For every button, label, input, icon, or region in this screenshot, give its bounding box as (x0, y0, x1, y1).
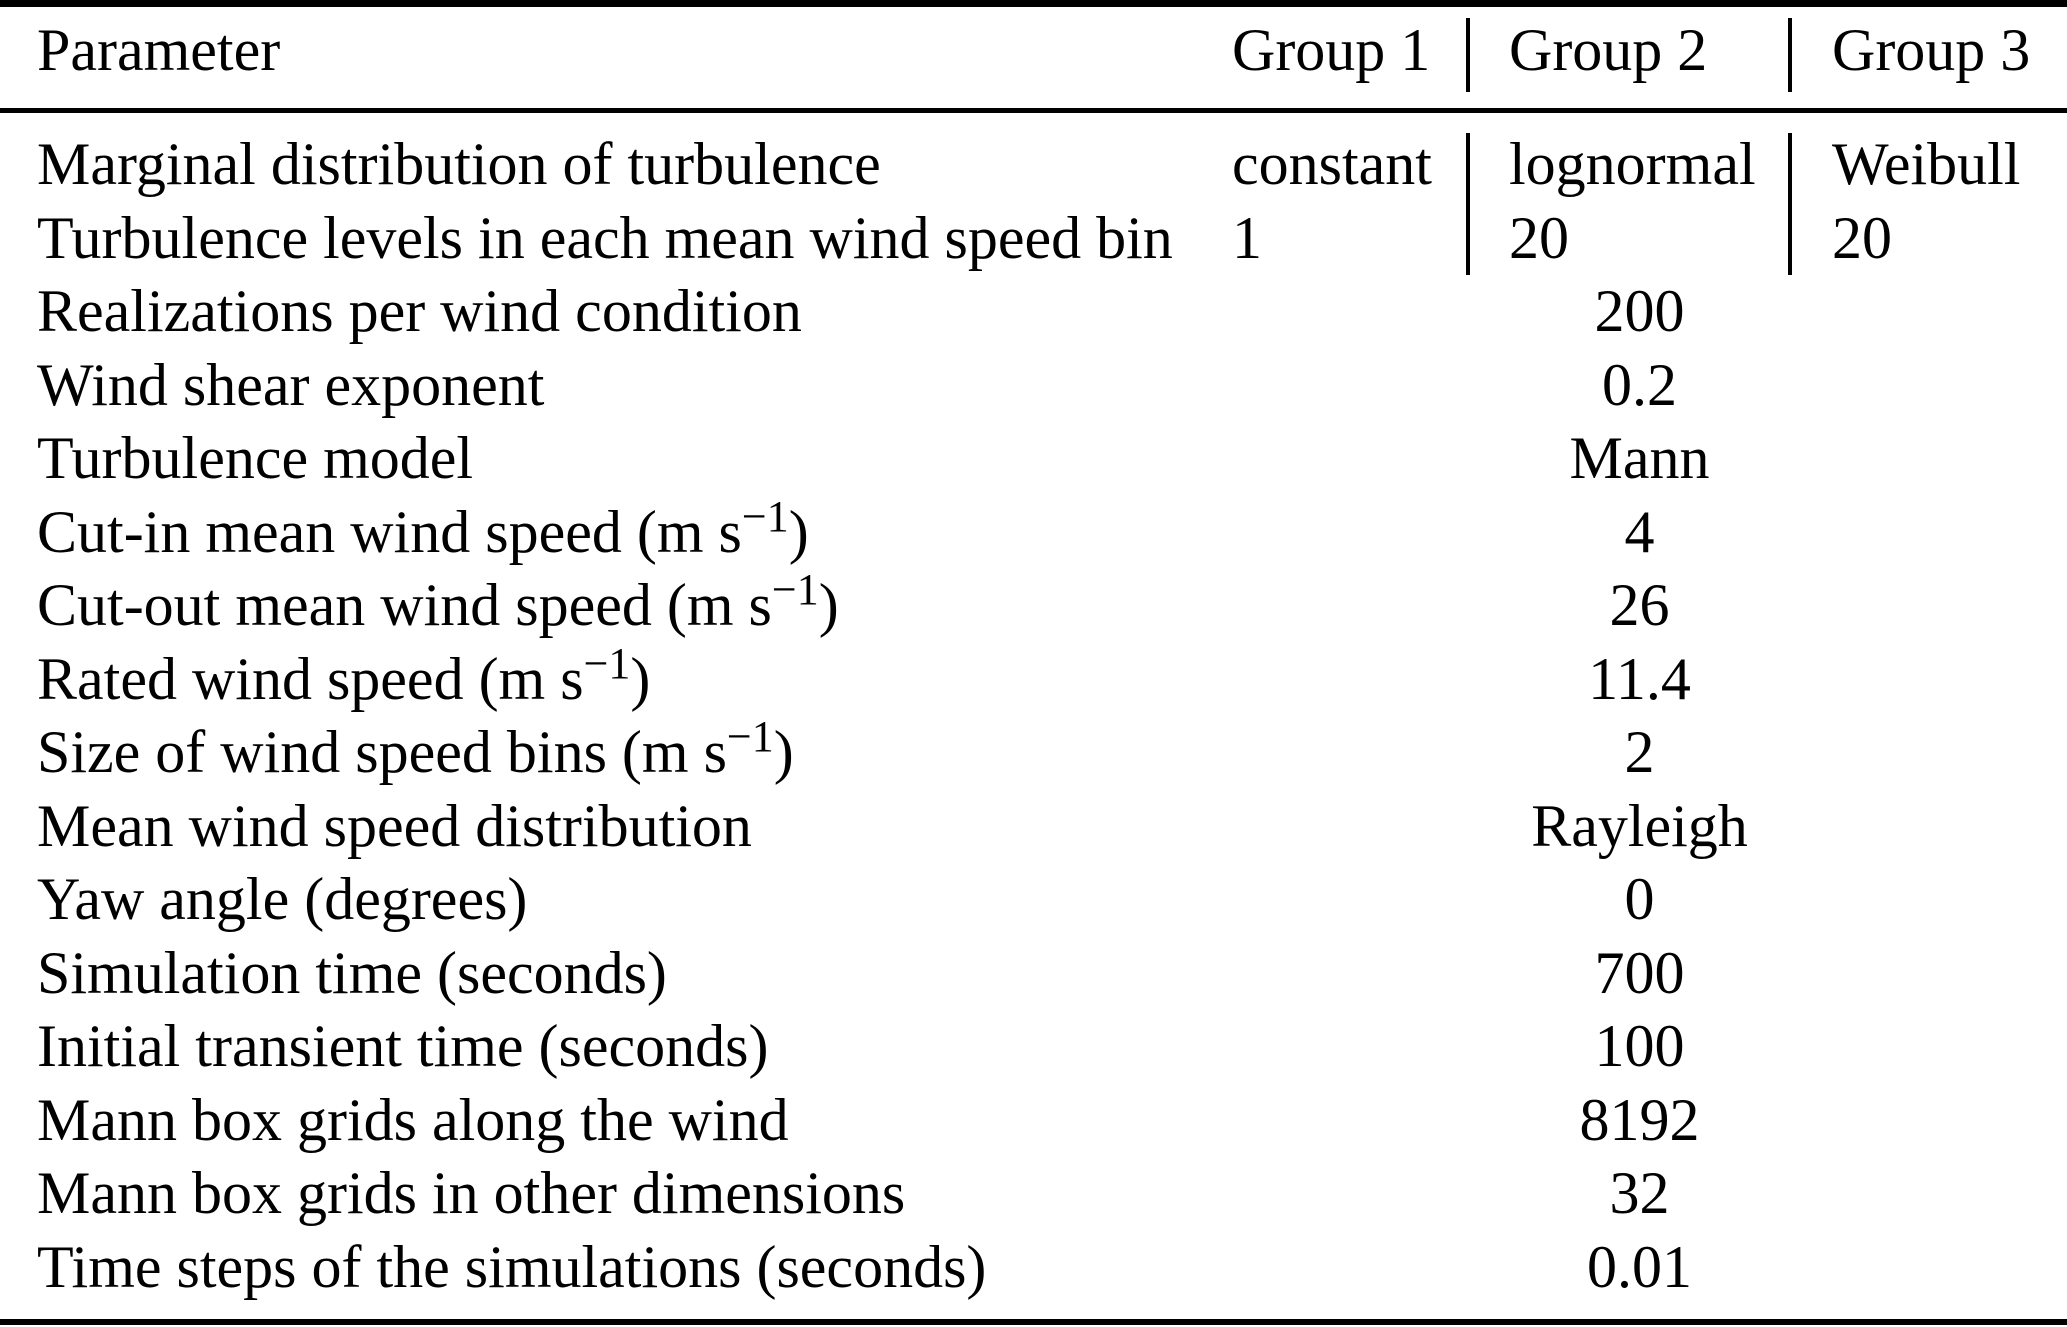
param-label: Cut-in mean wind speed (m s−1) (37, 491, 809, 565)
shared-value: 0.2 (1602, 351, 1677, 418)
column-header-group3: Group 3 (1832, 17, 2031, 83)
param-label: Mann box grids along the wind (37, 1086, 789, 1153)
group3-value: 20 (1832, 204, 1892, 271)
shared-value: 8192 (1579, 1086, 1700, 1153)
table-row: Realizations per wind condition 200 (0, 275, 2067, 349)
param-label: Wind shear exponent (37, 351, 545, 418)
param-label: Marginal distribution of turbulence (37, 131, 881, 197)
column-header-group2: Group 2 (1509, 17, 1708, 83)
column-header-group1: Group 1 (1232, 17, 1431, 83)
shared-value: 32 (1609, 1160, 1670, 1226)
table-row: Turbulence levels in each mean wind spee… (0, 202, 2067, 276)
group2-value: lognormal (1509, 131, 1756, 197)
shared-value: 2 (1624, 719, 1655, 785)
param-label: Mann box grids in other dimensions (37, 1160, 906, 1226)
param-label: Cut-out mean wind speed (m s−1) (37, 565, 839, 639)
header-row: Parameter Group 1 Group 2 Group 3 (0, 2, 2067, 98)
header-column-divider-2 (1788, 18, 1792, 92)
shared-value: 700 (1594, 939, 1685, 1006)
table-row: Mean wind speed distribution Rayleigh (0, 790, 2067, 864)
table-row: Wind shear exponent 0.2 (0, 349, 2067, 423)
shared-value: Mann (1569, 425, 1710, 491)
shared-value: 0 (1624, 866, 1655, 932)
param-label: Mean wind speed distribution (37, 792, 752, 859)
shared-value: 11.4 (1588, 645, 1691, 712)
shared-value: 100 (1594, 1013, 1685, 1079)
table-row: Mann box grids along the wind 8192 (0, 1084, 2067, 1158)
table-row: Size of wind speed bins (m s−1) 2 (0, 712, 2067, 790)
param-label: Yaw angle (degrees) (37, 866, 528, 932)
table-row: Yaw angle (degrees) 0 (0, 863, 2067, 937)
param-label: Turbulence levels in each mean wind spee… (37, 204, 1173, 271)
shared-value: 200 (1594, 278, 1685, 344)
group1-value: 1 (1232, 204, 1262, 271)
table-row: Initial transient time (seconds) 100 (0, 1010, 2067, 1084)
shared-value: 26 (1609, 572, 1670, 638)
param-label: Simulation time (seconds) (37, 939, 667, 1006)
table-row: Simulation time (seconds) 700 (0, 937, 2067, 1011)
group2-value: 20 (1509, 204, 1569, 271)
body-column-divider-2 (1788, 133, 1792, 275)
column-header-parameter: Parameter (37, 17, 281, 83)
bottom-rule (0, 1319, 2067, 1325)
table-row: Marginal distribution of turbulence cons… (0, 128, 2067, 202)
param-label: Size of wind speed bins (m s−1) (37, 712, 794, 786)
table-row: Cut-in mean wind speed (m s−1) 4 (0, 491, 2067, 570)
group1-value: constant (1232, 131, 1432, 197)
table-row: Rated wind speed (m s−1) 11.4 (0, 638, 2067, 717)
table-row: Time steps of the simulations (seconds) … (0, 1231, 2067, 1305)
header-column-divider-1 (1466, 18, 1470, 92)
param-label: Turbulence model (37, 425, 474, 491)
top-rule (0, 0, 2067, 7)
table-row: Turbulence model Mann (0, 422, 2067, 496)
param-label: Realizations per wind condition (37, 278, 802, 344)
table-body: Marginal distribution of turbulence cons… (0, 128, 2067, 1304)
table-row: Mann box grids in other dimensions 32 (0, 1157, 2067, 1231)
shared-value: Rayleigh (1531, 792, 1748, 859)
param-label: Initial transient time (seconds) (37, 1013, 769, 1079)
body-column-divider-1 (1466, 133, 1470, 275)
group3-value: Weibull (1832, 131, 2021, 197)
table-row: Cut-out mean wind speed (m s−1) 26 (0, 565, 2067, 643)
param-label: Time steps of the simulations (seconds) (37, 1233, 987, 1300)
shared-value: 4 (1624, 498, 1655, 565)
param-label: Rated wind speed (m s−1) (37, 638, 651, 712)
shared-value: 0.01 (1587, 1233, 1692, 1300)
header-rule (0, 108, 2067, 113)
